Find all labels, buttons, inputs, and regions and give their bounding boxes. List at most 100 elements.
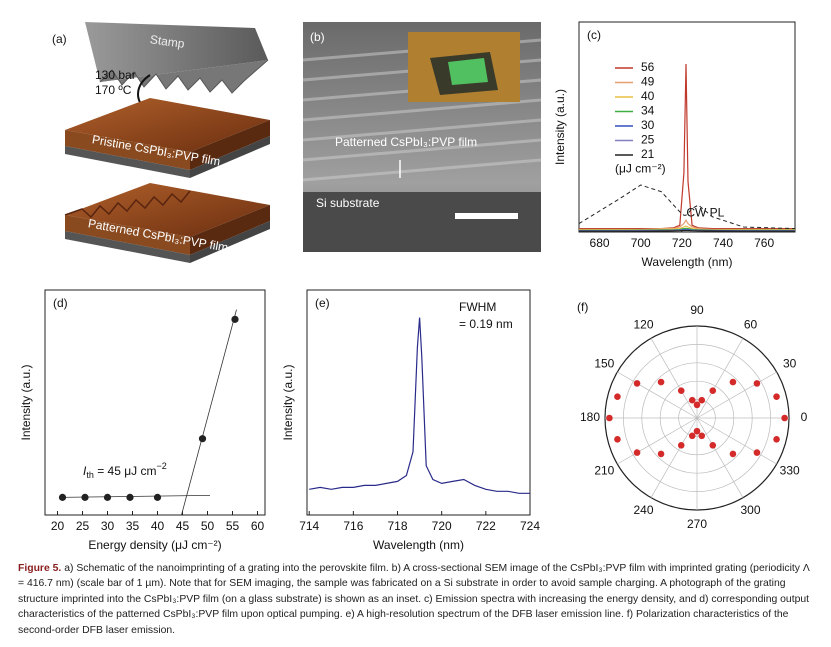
data-point (126, 493, 134, 501)
axes-frame (306, 289, 531, 516)
angle-label: 210 (594, 464, 614, 478)
x-tick-label: 55 (226, 519, 240, 533)
data-point (698, 432, 706, 440)
data-point (753, 449, 761, 456)
inset-grating (448, 58, 488, 85)
film-top (65, 183, 270, 237)
angle-label: 60 (744, 318, 758, 332)
data-point (614, 393, 621, 400)
legend-label: 49 (641, 75, 655, 89)
threshold-text: I (83, 464, 87, 478)
x-tick-label: 714 (299, 519, 319, 533)
film-side (190, 205, 270, 255)
scale-bar (455, 213, 518, 219)
x-tick-label: 720 (432, 519, 452, 533)
data-point (709, 442, 717, 449)
axes-frame (578, 21, 796, 233)
film-side (65, 130, 190, 170)
x-tick-label: 720 (672, 236, 692, 250)
data-point (693, 401, 701, 409)
film-top (65, 98, 270, 152)
data-point (729, 378, 737, 386)
panel-label: (c) (587, 28, 601, 42)
data-point (231, 315, 239, 323)
series-label: CW PL (686, 205, 724, 219)
threshold-text: = 45 μJ cm (94, 464, 157, 478)
angle-label: 270 (687, 517, 707, 531)
axes-frame (44, 289, 266, 516)
data-point (606, 414, 613, 422)
angle-label: 300 (740, 503, 760, 517)
data-point (688, 432, 696, 440)
panel-label: (e) (315, 296, 330, 310)
x-tick-label: 35 (126, 519, 140, 533)
angle-grid (617, 371, 698, 419)
panel-label: (f) (577, 300, 588, 314)
angle-label: 180 (580, 410, 600, 424)
grating (64, 190, 191, 219)
data-point (81, 493, 89, 501)
angle-label: 90 (690, 303, 704, 317)
x-tick-label: 718 (388, 519, 408, 533)
x-tick-label: 722 (476, 519, 496, 533)
y-axis-label: Intensity (a.u.) (19, 364, 33, 440)
series-line (579, 229, 795, 232)
data-point (633, 449, 641, 456)
fit-line (181, 309, 237, 516)
film-side (190, 120, 270, 170)
series-line (579, 63, 795, 230)
x-axis-label: Wavelength (nm) (373, 538, 464, 552)
figure: (a) Stamp 130 bar 170 ºC Pristine CsPbI₃… (19, 21, 808, 552)
data-point (198, 435, 207, 443)
x-tick-label: 740 (713, 236, 733, 250)
data-point (693, 427, 701, 435)
x-tick-label: 20 (51, 519, 65, 533)
x-tick-label: 724 (520, 519, 540, 533)
panel-label: (a) (52, 32, 67, 46)
data-point (677, 387, 685, 394)
data-point (688, 396, 696, 404)
substrate (190, 221, 270, 263)
series-line (578, 184, 796, 230)
x-tick-label: 60 (251, 519, 265, 533)
legend-label: 21 (641, 147, 655, 161)
x-tick-label: 30 (101, 519, 115, 533)
stamp-label: Stamp (149, 32, 186, 51)
legend-label: 34 (641, 104, 655, 118)
pressure: 130 bar (95, 68, 136, 82)
schematic (64, 22, 270, 263)
data-point (709, 387, 717, 394)
data-point (657, 378, 665, 386)
angle-grid (617, 417, 698, 465)
angle-label: 330 (780, 464, 800, 478)
data-point (153, 493, 162, 501)
x-tick-label: 45 (176, 519, 190, 533)
substrate (65, 231, 190, 263)
legend-label: 30 (641, 118, 655, 132)
data-point (698, 396, 706, 404)
x-tick-label: 25 (76, 519, 90, 533)
data-point (753, 380, 761, 387)
panel-label: (d) (53, 296, 68, 310)
data-point (773, 393, 780, 400)
si-layer (303, 192, 541, 252)
x-tick-label: 40 (151, 519, 165, 533)
temperature: 170 ºC (95, 83, 132, 97)
x-tick-label: 50 (201, 519, 215, 533)
caption: Figure 5. a) Schematic of the nanoimprin… (18, 561, 818, 638)
threshold-text: th (86, 470, 94, 480)
film-side (65, 215, 190, 255)
substrate (190, 136, 270, 178)
x-axis-label: Energy density (μJ cm⁻²) (88, 538, 221, 552)
legend-label: 40 (641, 89, 655, 103)
x-tick-label: 760 (754, 236, 774, 250)
y-axis-label: Intensity (a.u.) (281, 364, 295, 440)
legend-label: 25 (641, 133, 655, 147)
data-point (729, 450, 737, 458)
substrate-label: Si substrate (316, 196, 380, 210)
angle-label: 30 (783, 357, 797, 371)
annotation: = 0.19 nm (459, 317, 513, 331)
data-point (657, 450, 665, 458)
annotation: FWHM (459, 300, 496, 314)
